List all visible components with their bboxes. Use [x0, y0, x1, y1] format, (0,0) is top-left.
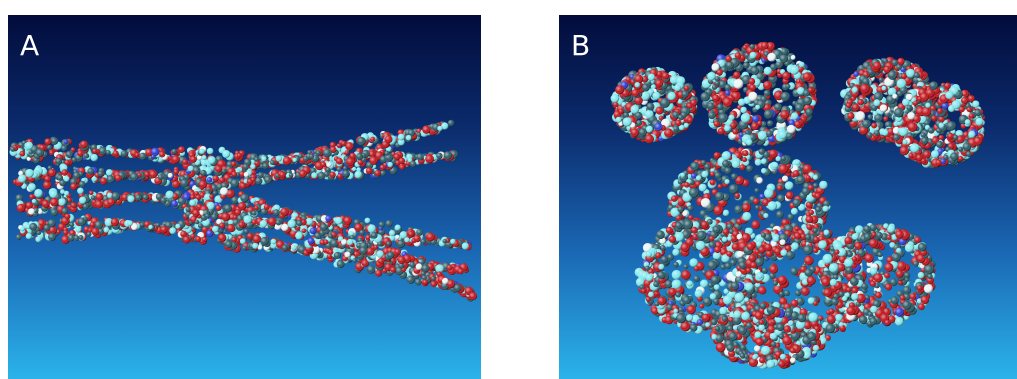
- molecule-panel-a: A: [8, 15, 481, 379]
- panel-label-b: B: [571, 29, 591, 62]
- panel-label-a: A: [20, 29, 40, 62]
- globular-structure-image: [610, 41, 986, 370]
- fibril-structure-image: [9, 119, 478, 302]
- molecule-panel-b: B: [559, 15, 1017, 379]
